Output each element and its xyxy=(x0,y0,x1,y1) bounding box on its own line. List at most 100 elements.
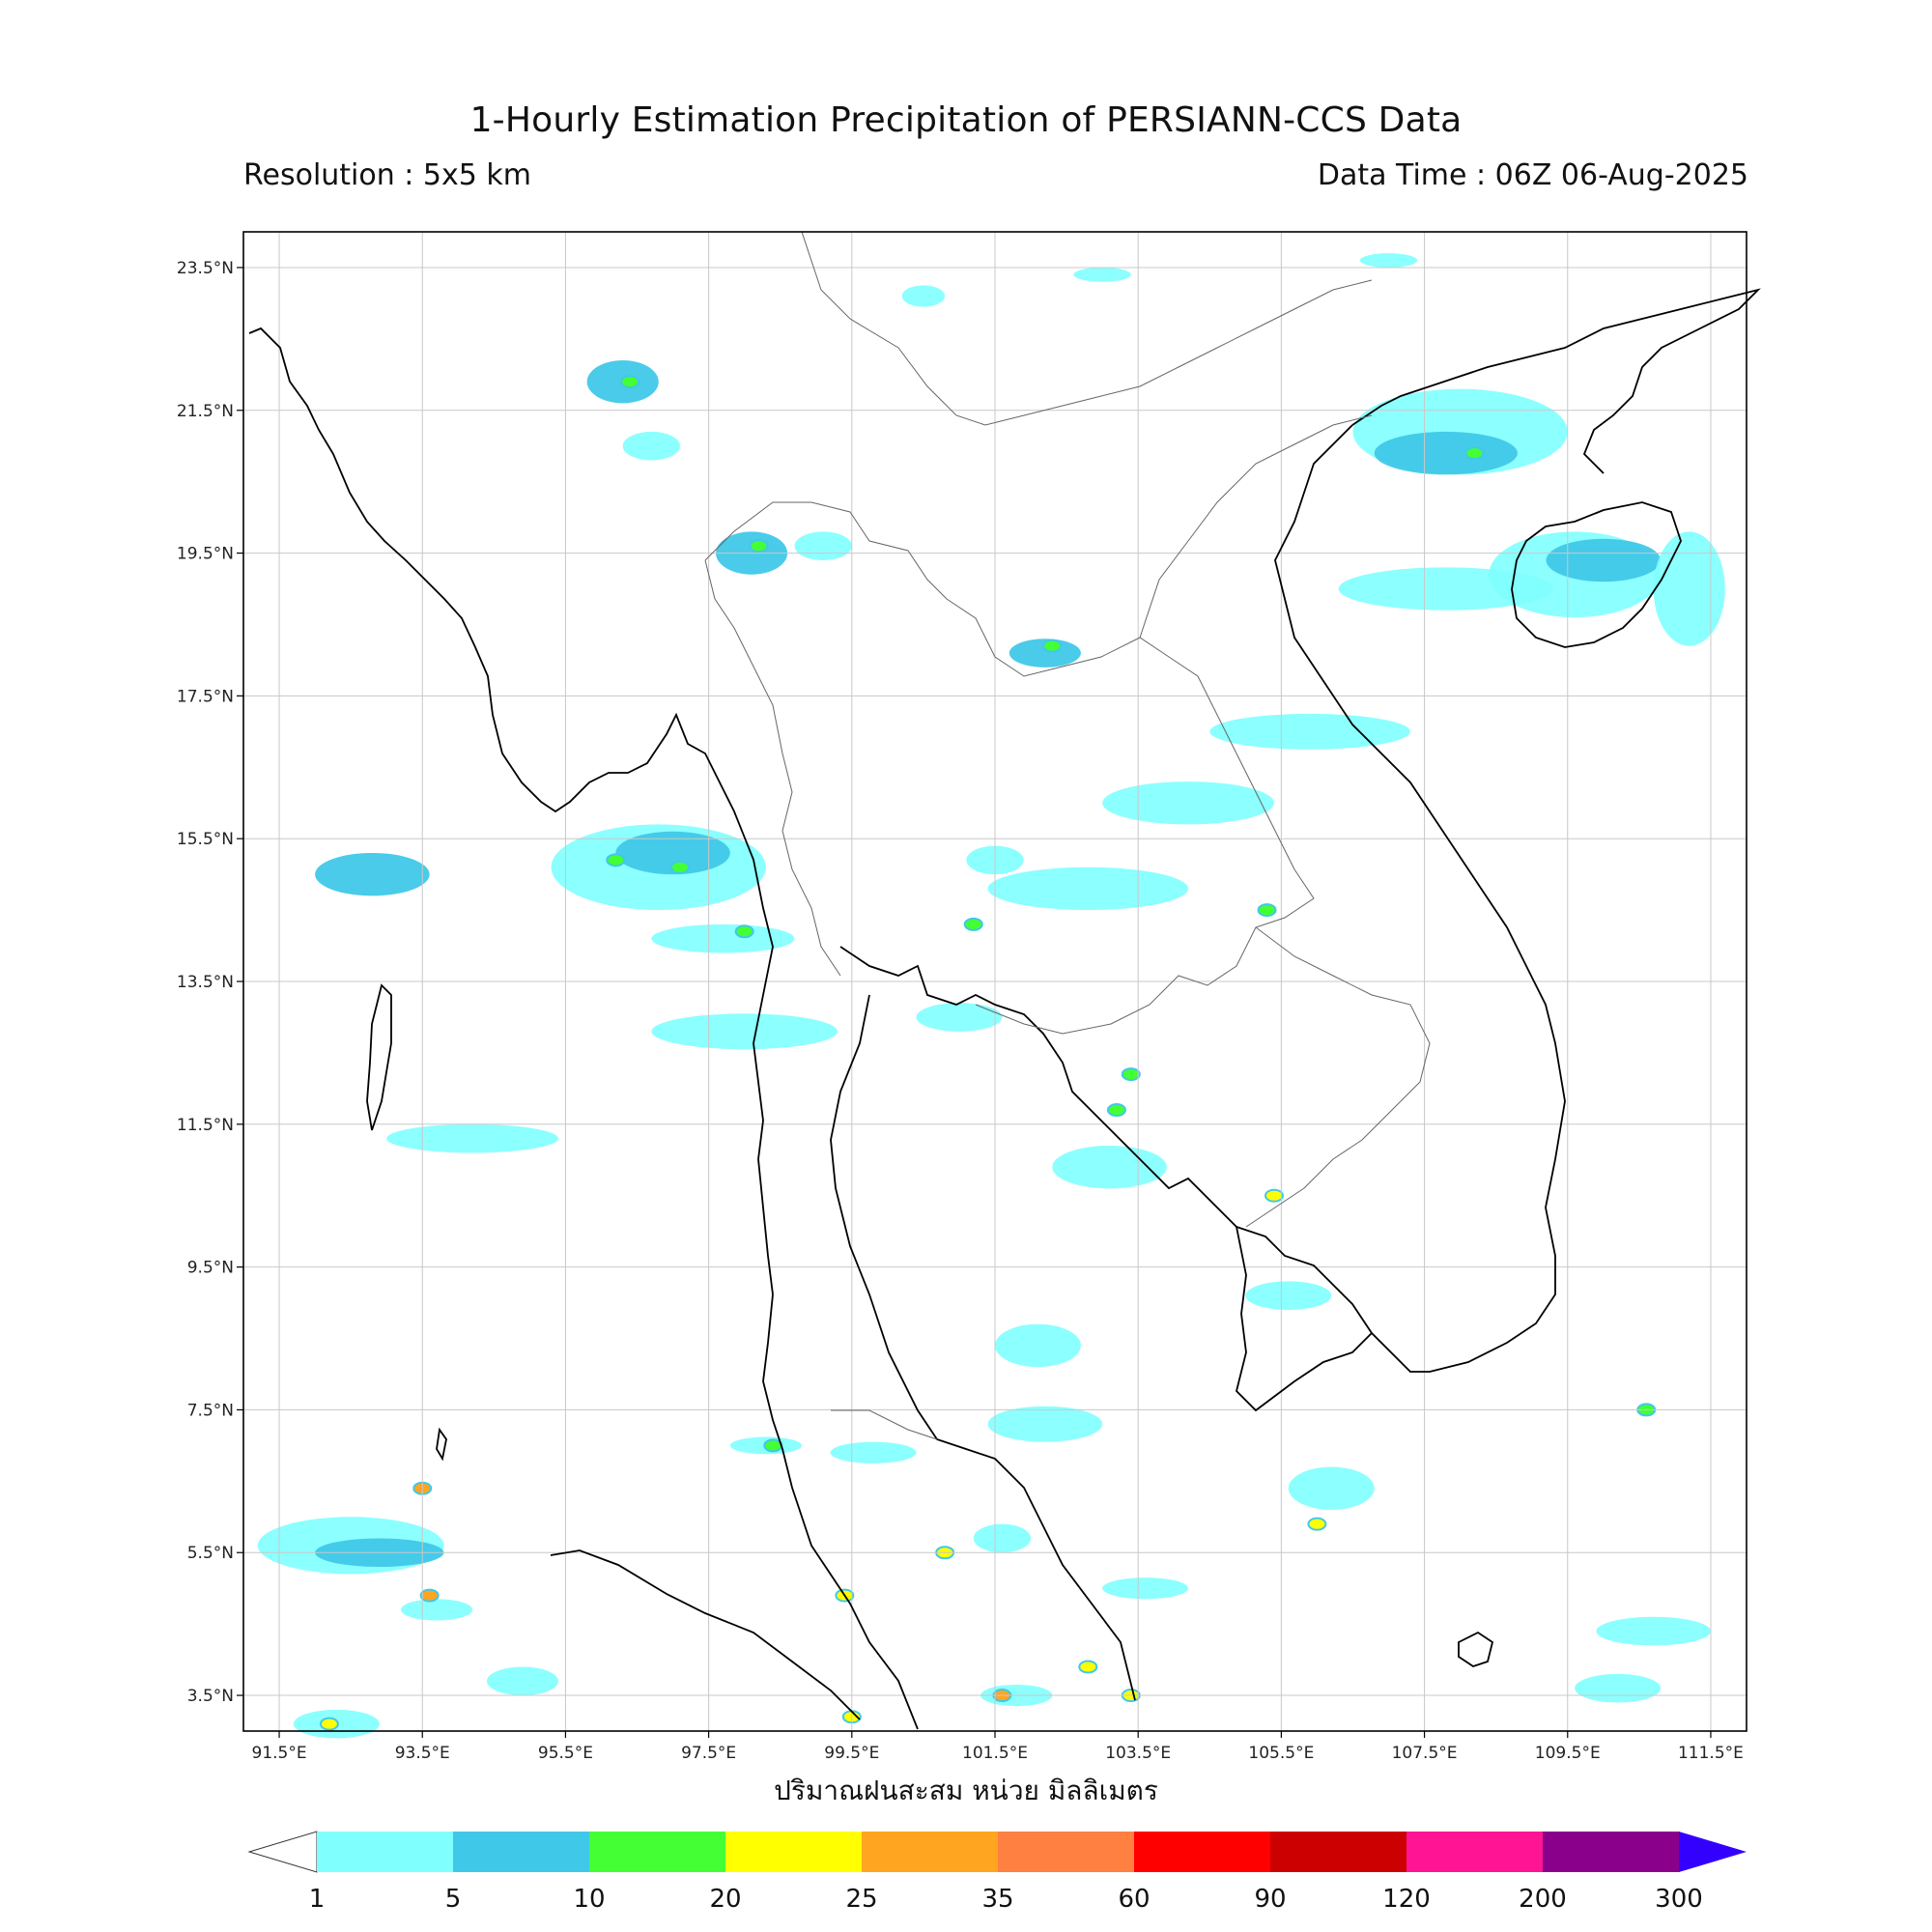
rain-area-39 xyxy=(901,285,946,307)
colorbar-swatch-7 xyxy=(1270,1832,1407,1872)
rain-cell-1 xyxy=(749,539,769,554)
coastline-layer xyxy=(248,288,1761,1730)
rain-area-10 xyxy=(386,1123,559,1153)
coastline-gulf-of-thailand xyxy=(839,946,1237,1228)
colorbar-swatch-4 xyxy=(862,1832,999,1872)
tick-label-lon-7: 105.5°E xyxy=(1248,1744,1314,1763)
rain-layer xyxy=(257,253,1725,1739)
rain-cell-23 xyxy=(963,917,983,931)
colorbar-swatch-1 xyxy=(453,1832,590,1872)
rain-cell-18 xyxy=(1121,1067,1141,1082)
colorbar: 1 5 10 20 25 35 60 90 120 200 300 xyxy=(247,1831,1747,1914)
colorbar-label-3: 20 xyxy=(709,1885,741,1914)
rain-cell-20 xyxy=(1264,1188,1284,1203)
rain-area-31 xyxy=(1596,1616,1711,1646)
tick-label-lat-7: 9.5°N xyxy=(187,1259,234,1278)
coastline-vietnam xyxy=(1236,424,1566,1373)
border-myanmar-china xyxy=(801,231,1373,426)
tick-label-lat-10: 3.5°N xyxy=(187,1687,234,1706)
colorbar-label-2: 10 xyxy=(573,1885,605,1914)
rain-area-22 xyxy=(995,1323,1081,1368)
border-layer xyxy=(704,231,1431,1440)
rain-area-19 xyxy=(1338,567,1553,611)
x-axis-label: ปริมาณฝนสะสม หน่วย มิลลิเมตร xyxy=(774,1775,1158,1806)
tick-label-lon-1: 93.5°E xyxy=(395,1744,450,1763)
rain-area-23 xyxy=(987,1406,1103,1442)
colorbar-over-arrow xyxy=(1679,1832,1747,1872)
colorbar-label-10: 300 xyxy=(1655,1885,1703,1914)
rain-cell-10 xyxy=(319,1717,339,1731)
rain-area-21 xyxy=(1052,1145,1167,1189)
rain-area-6 xyxy=(794,531,852,560)
chart-title: 1-Hourly Estimation Precipitation of PER… xyxy=(469,100,1463,140)
rain-cell-0 xyxy=(620,375,640,389)
colorbar-label-4: 25 xyxy=(845,1885,877,1914)
colorbar-swatch-6 xyxy=(1134,1832,1271,1872)
tick-label-lon-2: 95.5°E xyxy=(538,1744,593,1763)
rain-cell-4 xyxy=(669,860,690,874)
tick-label-lat-3: 17.5°N xyxy=(177,687,234,706)
tick-label-lat-1: 21.5°N xyxy=(177,402,234,421)
coastline-nicobar-islands xyxy=(436,1427,447,1462)
tick-label-lat-9: 5.5°N xyxy=(187,1544,234,1563)
rain-area-9 xyxy=(651,1013,838,1050)
colorbar-label-1: 5 xyxy=(445,1885,462,1914)
rain-area-18 xyxy=(1546,538,1662,582)
tick-label-lon-5: 101.5°E xyxy=(962,1744,1028,1763)
rain-area-35 xyxy=(401,1599,473,1621)
colorbar-label-6: 60 xyxy=(1118,1885,1150,1914)
coastline-myanmar xyxy=(248,327,774,1295)
rain-area-41 xyxy=(1359,253,1418,268)
colorbar-swatch-3 xyxy=(725,1832,863,1872)
rain-area-11 xyxy=(987,867,1189,911)
rain-area-13 xyxy=(916,1003,1003,1032)
colorbar-label-5: 35 xyxy=(981,1885,1013,1914)
coastline-peninsula-east xyxy=(830,994,1136,1701)
tick-label-lat-8: 7.5°N xyxy=(187,1401,234,1420)
colorbar-swatch-5 xyxy=(998,1832,1135,1872)
colorbar-label-0: 1 xyxy=(309,1885,326,1914)
tick-label-lon-6: 103.5°E xyxy=(1105,1744,1171,1763)
rain-area-16 xyxy=(1374,431,1518,475)
tick-label-lon-9: 109.5°E xyxy=(1535,1744,1601,1763)
tick-label-lat-2: 19.5°N xyxy=(177,545,234,564)
border-cambodia xyxy=(1245,926,1431,1228)
rain-area-40 xyxy=(1073,267,1131,282)
rain-cell-2 xyxy=(1042,639,1063,653)
border-laos-vietnam xyxy=(1139,414,1373,639)
rain-area-30 xyxy=(1575,1673,1662,1703)
rain-cell-5 xyxy=(606,853,626,867)
rain-cell-17 xyxy=(1307,1517,1327,1531)
coastline-borneo xyxy=(1458,1631,1494,1667)
rain-area-0 xyxy=(315,852,430,896)
rain-area-12 xyxy=(1102,781,1274,825)
colorbar-swatch-2 xyxy=(589,1832,726,1872)
tick-label-layer: 91.5°E 93.5°E 95.5°E 97.5°E 99.5°E 101.5°E 103… xyxy=(177,259,1744,1763)
border-thailand-outline xyxy=(704,501,1315,1035)
tick-label-lon-10: 111.5°E xyxy=(1678,1744,1744,1763)
tick-label-lon-8: 107.5°E xyxy=(1392,1744,1458,1763)
rain-cell-9 xyxy=(419,1588,440,1603)
rain-area-28 xyxy=(486,1666,559,1696)
coastline-sumatra xyxy=(550,1549,861,1720)
coastline-mekong-delta xyxy=(1236,1226,1373,1412)
rain-cell-13 xyxy=(1078,1660,1098,1674)
rain-area-7 xyxy=(1009,639,1081,668)
rain-area-25 xyxy=(1245,1281,1332,1310)
rain-cell-19 xyxy=(1106,1103,1126,1118)
colorbar-label-7: 90 xyxy=(1254,1885,1286,1914)
rain-area-34 xyxy=(973,1523,1032,1553)
border-malaysia xyxy=(831,1409,938,1440)
rain-area-8 xyxy=(651,923,795,953)
rain-area-24 xyxy=(1288,1466,1375,1510)
border-thailand-west xyxy=(704,559,841,977)
tick-label-lon-4: 99.5°E xyxy=(824,1744,879,1763)
coastline-andaman-islands xyxy=(366,983,392,1131)
colorbar-swatch-0 xyxy=(317,1832,454,1872)
tick-label-lon-0: 91.5°E xyxy=(252,1744,307,1763)
coastline-south-china xyxy=(1351,288,1761,474)
tick-label-lat-0: 23.5°N xyxy=(177,259,234,278)
rain-area-33 xyxy=(1102,1577,1189,1600)
data-time-label: Data Time : 06Z 06-Aug-2025 xyxy=(1317,158,1748,192)
grid-layer xyxy=(243,232,1747,1731)
